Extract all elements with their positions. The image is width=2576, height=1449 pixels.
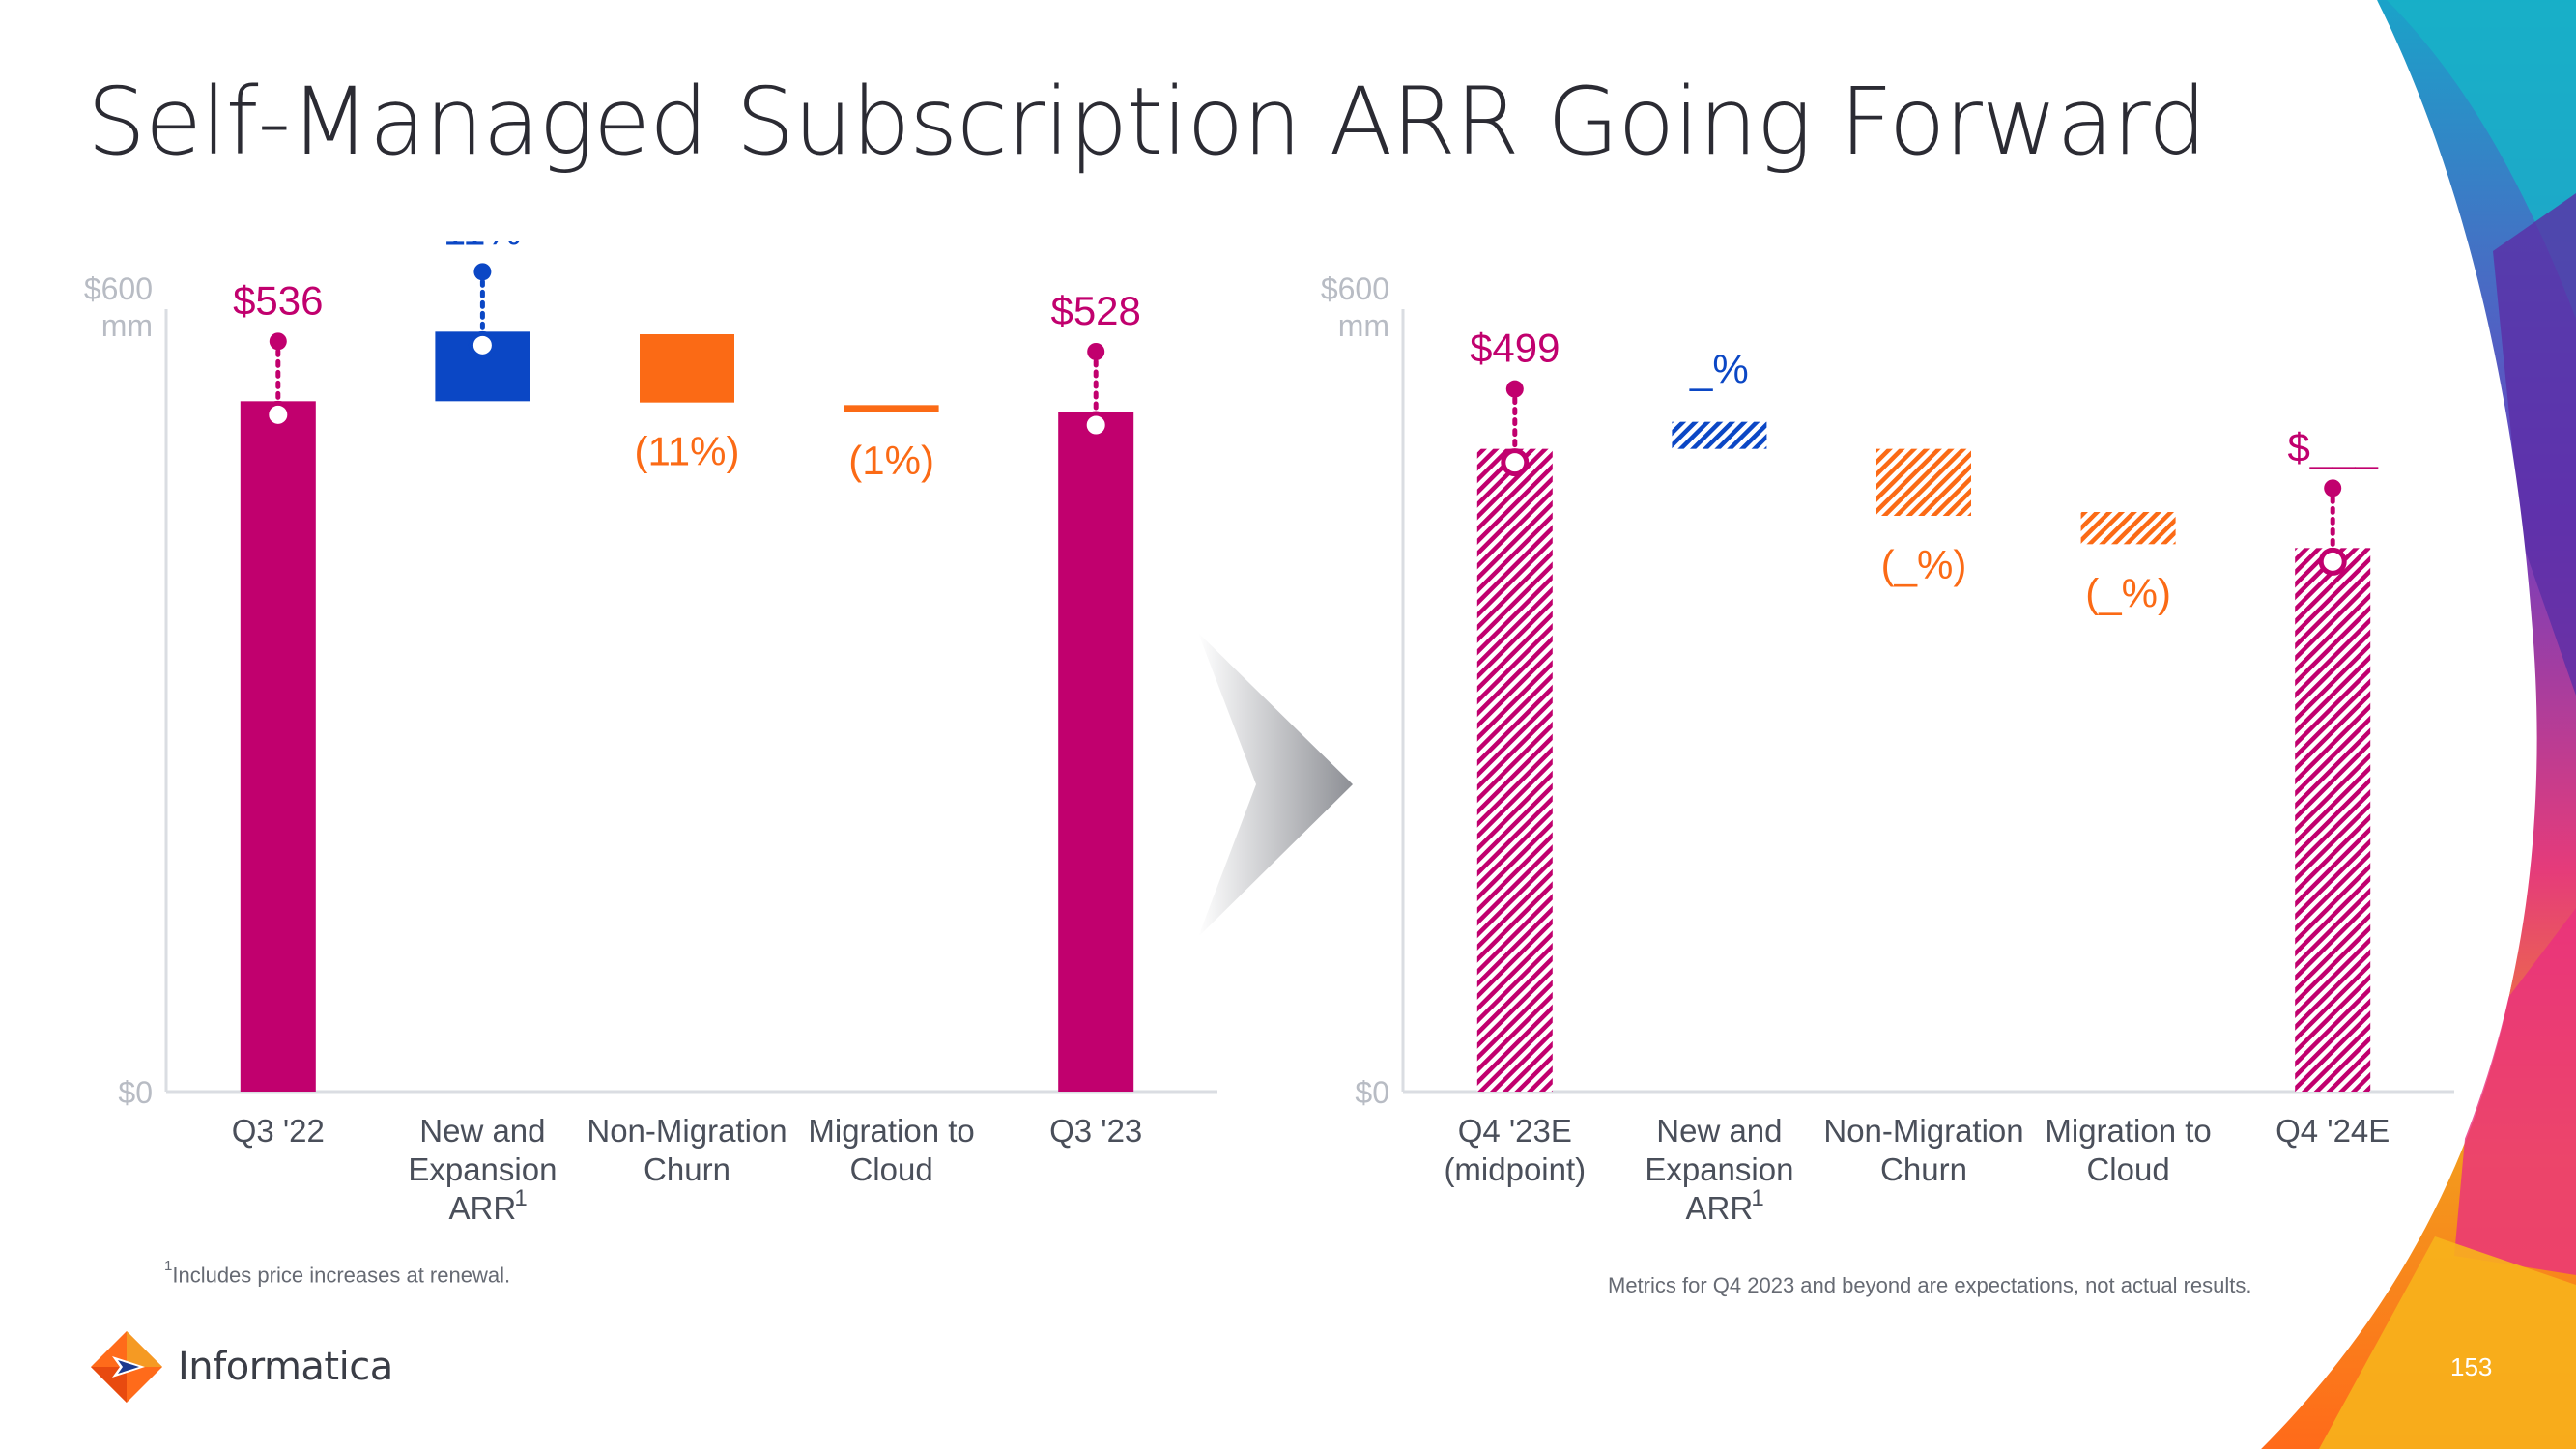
left-connector-dot-5 [1087, 343, 1105, 360]
edge-art-pink [2454, 908, 2576, 1275]
left-y-axis-unit-label: mm [101, 308, 153, 343]
edge-art-teal [2387, 0, 2576, 319]
left-category-label-4-line-1: Migration to [808, 1113, 974, 1149]
left-bar-1 [240, 401, 316, 1092]
left-category-superscript-2: 1 [514, 1185, 527, 1211]
right-category-label-3-line-1: Non-Migration [1823, 1113, 2023, 1149]
right-data-label-3: (_%) [1881, 542, 1967, 587]
right-category-label-1-line-2: (midpoint) [1444, 1151, 1586, 1187]
left-connector-ring-inner-1 [270, 406, 287, 423]
edge-art-white-curve [2222, 0, 2537, 1449]
footnote: 1Includes price increases at renewal. [164, 1258, 511, 1288]
left-category-label-2-line-2: Expansion [408, 1151, 557, 1187]
logo-wordmark: Informatica [178, 1345, 393, 1389]
right-category-label-5-line-1: Q4 '24E [2275, 1113, 2390, 1149]
right-data-label-4: (_%) [2085, 570, 2171, 615]
footnote-marker: 1 [164, 1258, 173, 1274]
forward-looking-disclaimer: Metrics for Q4 2023 and beyond are expec… [1608, 1273, 2252, 1297]
right-y-axis-top-label: $600 [1321, 271, 1389, 306]
left-data-label-1: $536 [233, 277, 323, 323]
left-category-label-3-line-2: Churn [644, 1151, 730, 1187]
left-connector-dot-2 [473, 263, 492, 281]
chevron-arrow-icon [1198, 633, 1353, 937]
right-category-label-2-line-3: ARR [1686, 1190, 1754, 1226]
right-connector-dot-5 [2324, 479, 2342, 497]
left-data-label-5: $528 [1050, 288, 1140, 333]
left-connector-ring-inner-5 [1087, 416, 1104, 434]
right-category-label-3-line-2: Churn [1880, 1151, 1967, 1187]
right-bar-1 [1476, 448, 1553, 1092]
right-category-label-2-line-1: New and [1656, 1113, 1782, 1149]
right-category-label-4-line-1: Migration to [2045, 1113, 2211, 1149]
right-connector-dot-1 [1505, 380, 1524, 398]
right-bar-2 [1672, 421, 1767, 449]
right-bar-5 [2295, 548, 2371, 1092]
left-bar-4 [844, 405, 939, 412]
page-number: 153 [2450, 1352, 2493, 1381]
left-category-label-4-line-2: Cloud [849, 1151, 932, 1187]
left-data-label-4: (1%) [848, 438, 934, 483]
right-category-label-2-line-2: Expansion [1645, 1151, 1793, 1187]
right-category-superscript-2: 1 [1751, 1185, 1763, 1211]
slide-title: Self-Managed Subscription ARR Going Forw… [87, 68, 2207, 176]
right-data-label-5: $___ [2287, 424, 2378, 469]
left-category-label-3-line-1: Non-Migration [587, 1113, 787, 1149]
right-category-label-4-line-2: Cloud [2086, 1151, 2169, 1187]
left-bar-5 [1058, 412, 1134, 1092]
right-category-label-1-line-1: Q4 '23E [1458, 1113, 1572, 1149]
left-connector-ring-inner-2 [473, 336, 491, 354]
right-data-label-2: _% [1689, 347, 1749, 392]
left-y-axis-bottom-label: $0 [118, 1075, 153, 1110]
left-data-label-2: 11% [444, 242, 522, 253]
left-category-label-2-line-3: ARR [449, 1190, 517, 1226]
left-category-label-1-line-1: Q3 '22 [232, 1113, 325, 1149]
left-connector-dot-1 [269, 332, 287, 351]
right-connector-ring-inner-1 [1506, 454, 1524, 471]
left-bar-3 [640, 334, 734, 403]
right-y-axis-bottom-label: $0 [1355, 1075, 1389, 1110]
left-y-axis-top-label: $600 [84, 271, 153, 306]
right-data-label-1: $499 [1470, 326, 1560, 371]
informatica-logo-icon [91, 1331, 162, 1403]
right-connector-ring-inner-5 [2324, 553, 2341, 570]
edge-art-purple [2493, 193, 2576, 696]
company-logo: Informatica [89, 1329, 393, 1405]
left-category-label-2-line-1: New and [419, 1113, 545, 1149]
left-data-label-3: (11%) [635, 429, 740, 474]
left-category-label-5-line-1: Q3 '23 [1049, 1113, 1142, 1149]
right-y-axis-unit-label: mm [1338, 308, 1389, 343]
right-bar-3 [1876, 448, 1971, 516]
edge-art-yellow [2319, 1236, 2576, 1449]
right-bar-4 [2080, 512, 2176, 545]
footnote-text: Includes price increases at renewal. [172, 1263, 511, 1288]
